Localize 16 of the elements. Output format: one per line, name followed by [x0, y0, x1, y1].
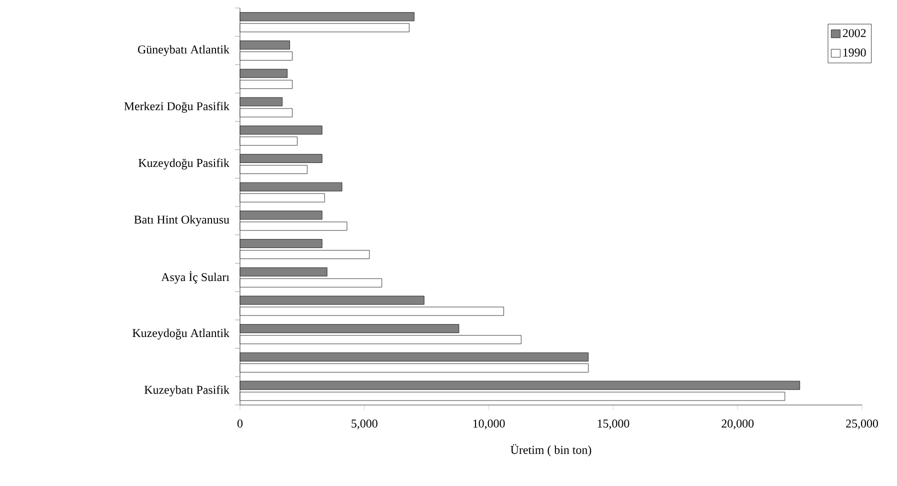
legend-label: 2002: [842, 29, 866, 38]
x-tick-label: 20,000: [722, 420, 754, 430]
x-tick-label: 0: [237, 420, 243, 428]
y-tick-label: Batı Hint Okyanusu: [134, 215, 230, 226]
x-tick-label: 15,000: [598, 420, 630, 430]
legend-label: 1990: [843, 48, 866, 57]
y-tick-label: Kuzeybatı Pasifik: [144, 385, 230, 396]
x-tick-label: 10,000: [473, 420, 505, 430]
y-tick-label: Kuzeydoğu Atlantik: [132, 328, 230, 340]
x-tick-label: 25,000: [846, 420, 878, 430]
y-tick-label: Kuzeydoğu Pasifik: [138, 158, 230, 170]
x-tick-label: 5,000: [352, 420, 378, 430]
y-tick-label: Asya İç Suları: [161, 271, 230, 284]
y-tick-label: Güneybatı Atlantik: [138, 45, 230, 56]
y-tick-label: Merkezi Doğu Pasifik: [124, 102, 230, 113]
x-axis-title: Üretim ( bin ton): [510, 444, 592, 456]
